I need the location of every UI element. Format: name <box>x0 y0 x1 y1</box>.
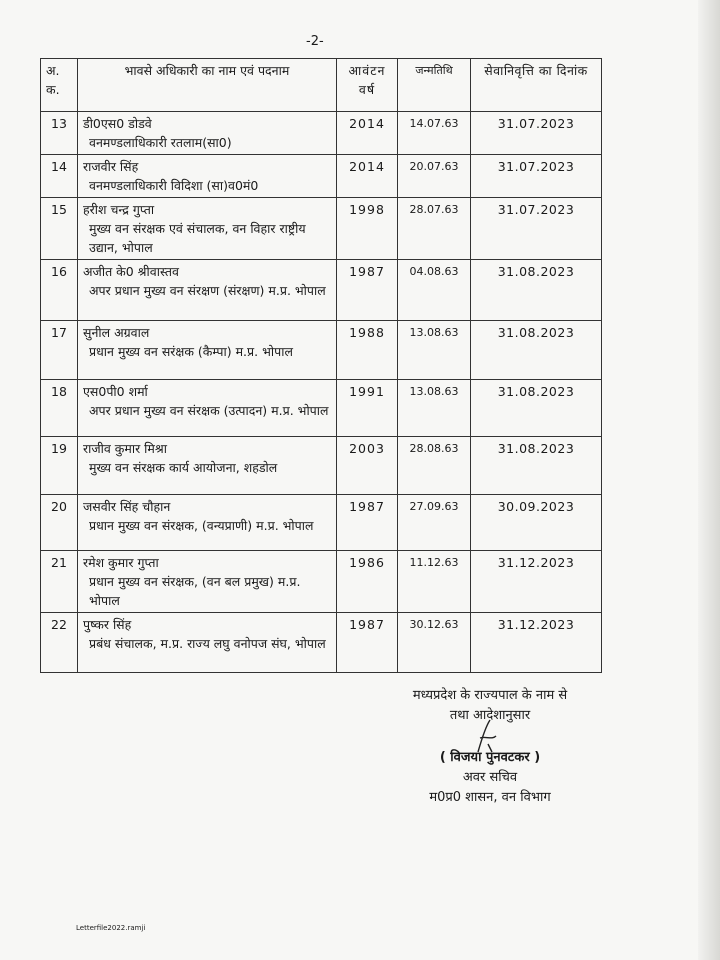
allotment-year: 1987 <box>336 259 398 321</box>
table-header-row: अ. क. भावसे अधिकारी का नाम एवं पदनाम आवं… <box>40 58 602 112</box>
retirement-date: 30.09.2023 <box>470 494 602 551</box>
retirement-date: 31.08.2023 <box>470 259 602 321</box>
date-of-birth: 28.08.63 <box>397 436 471 495</box>
officer-name: हरीश चन्द्र गुप्ता <box>83 202 155 217</box>
allotment-year: 1987 <box>336 612 398 673</box>
table-row: 15 हरीश चन्द्र गुप्ता मुख्य वन संरक्षक एवं… <box>40 197 602 260</box>
allotment-year: 2014 <box>336 111 398 155</box>
date-of-birth: 13.08.63 <box>397 379 471 437</box>
header-serial: अ. क. <box>40 58 78 112</box>
date-of-birth: 13.08.63 <box>397 320 471 380</box>
serial-number: 18 <box>40 379 78 437</box>
officer-cell: जसवीर सिंह चौहान प्रधान मुख्य वन संरक्षक,… <box>77 494 337 551</box>
officer-name: राजवीर सिंह <box>83 159 139 174</box>
officer-name: पुष्कर सिंह <box>83 617 132 632</box>
allotment-year: 1986 <box>336 550 398 613</box>
officer-name: एस0पी0 शर्मा <box>83 384 148 399</box>
retirement-date: 31.08.2023 <box>470 320 602 380</box>
signature-block: मध्यप्रदेश के राज्यपाल के नाम से तथा आदे… <box>370 686 610 808</box>
officer-designation: मुख्य वन संरक्षक कार्य आयोजना, शहडोल <box>89 460 278 475</box>
signatory-designation: अवर सचिव <box>462 770 518 785</box>
retirement-date: 31.07.2023 <box>470 197 602 260</box>
signatory-department: म0प्र0 शासन, वन विभाग <box>429 790 551 805</box>
header-dob: जन्मतिथि <box>397 58 471 112</box>
serial-number: 14 <box>40 154 78 198</box>
header-allotment-year: आवंटन वर्ष <box>336 58 398 112</box>
serial-number: 13 <box>40 111 78 155</box>
serial-number: 15 <box>40 197 78 260</box>
officer-cell: राजवीर सिंह वनमण्डलाधिकारी विदिशा (सा)व0म… <box>77 154 337 198</box>
officer-name: राजीव कुमार मिश्रा <box>83 441 167 456</box>
retirement-date: 31.08.2023 <box>470 379 602 437</box>
officer-designation: प्रधान मुख्य वन सरंक्षक (कैम्पा) म.प्र. … <box>89 344 293 359</box>
table-row: 21 रमेश कुमार गुप्ता प्रधान मुख्य वन संरक्… <box>40 550 602 613</box>
officer-cell: पुष्कर सिंह प्रबंध संचालक, म.प्र. राज्य ल… <box>77 612 337 673</box>
handwritten-signature <box>477 719 497 753</box>
retirement-date: 31.07.2023 <box>470 154 602 198</box>
allotment-year: 2003 <box>336 436 398 495</box>
date-of-birth: 27.09.63 <box>397 494 471 551</box>
officer-cell: हरीश चन्द्र गुप्ता मुख्य वन संरक्षक एवं स… <box>77 197 337 260</box>
officer-name: सुनील अग्रवाल <box>83 325 150 340</box>
table-row: 17 सुनील अग्रवाल प्रधान मुख्य वन सरंक्षक (… <box>40 320 602 380</box>
serial-number: 22 <box>40 612 78 673</box>
officer-designation: मुख्य वन संरक्षक एवं संचालक, वन विहार रा… <box>89 221 306 255</box>
retirement-date: 31.12.2023 <box>470 550 602 613</box>
officer-name: डी0एस0 डोडवे <box>83 116 152 131</box>
table-row: 19 राजीव कुमार मिश्रा मुख्य वन संरक्षक कार… <box>40 436 602 495</box>
header-retirement-date: सेवानिवृत्ति का दिनांक <box>470 58 602 112</box>
page-edge-shadow <box>698 0 720 960</box>
officer-designation: प्रबंध संचालक, म.प्र. राज्य लघु वनोपज सं… <box>89 636 326 651</box>
table-row: 22 पुष्कर सिंह प्रबंध संचालक, म.प्र. राज्य… <box>40 612 602 673</box>
page-number: -2- <box>306 34 324 49</box>
footer-watermark: Letterfile2022.ramji <box>76 924 146 932</box>
officer-name: रमेश कुमार गुप्ता <box>83 555 159 570</box>
officer-designation: अपर प्रधान मुख्य वन संरक्षण (संरक्षण) म.… <box>89 283 326 298</box>
table-row: 18 एस0पी0 शर्मा अपर प्रधान मुख्य वन संरक्ष… <box>40 379 602 437</box>
date-of-birth: 14.07.63 <box>397 111 471 155</box>
retirement-date: 31.07.2023 <box>470 111 602 155</box>
serial-number: 16 <box>40 259 78 321</box>
officer-cell: सुनील अग्रवाल प्रधान मुख्य वन सरंक्षक (कै… <box>77 320 337 380</box>
officer-name: जसवीर सिंह चौहान <box>83 499 171 514</box>
allotment-year: 2014 <box>336 154 398 198</box>
officer-cell: एस0पी0 शर्मा अपर प्रधान मुख्य वन संरक्षक … <box>77 379 337 437</box>
officer-designation: वनमण्डलाधिकारी रतलाम(सा0) <box>89 135 232 150</box>
serial-number: 20 <box>40 494 78 551</box>
table-row: 16 अजीत के0 श्रीवास्तव अपर प्रधान मुख्य वन… <box>40 259 602 321</box>
date-of-birth: 30.12.63 <box>397 612 471 673</box>
table-row: 14 राजवीर सिंह वनमण्डलाधिकारी विदिशा (सा)व… <box>40 154 602 198</box>
serial-number: 17 <box>40 320 78 380</box>
officer-cell: रमेश कुमार गुप्ता प्रधान मुख्य वन संरक्षक… <box>77 550 337 613</box>
date-of-birth: 04.08.63 <box>397 259 471 321</box>
date-of-birth: 20.07.63 <box>397 154 471 198</box>
allotment-year: 1988 <box>336 320 398 380</box>
retirement-date: 31.08.2023 <box>470 436 602 495</box>
officer-designation: प्रधान मुख्य वन संरक्षक, (वन बल प्रमुख) … <box>89 574 301 608</box>
signatory-name: ( विजया पुनवटकर ) <box>439 750 541 765</box>
date-of-birth: 28.07.63 <box>397 197 471 260</box>
table-row: 13 डी0एस0 डोडवे वनमण्डलाधिकारी रतलाम(सा0) 2… <box>40 111 602 155</box>
officer-designation: अपर प्रधान मुख्य वन संरक्षक (उत्पादन) म.… <box>89 403 329 418</box>
header-name-designation: भावसे अधिकारी का नाम एवं पदनाम <box>77 58 337 112</box>
officers-retirement-table: अ. क. भावसे अधिकारी का नाम एवं पदनाम आवं… <box>40 58 602 673</box>
date-of-birth: 11.12.63 <box>397 550 471 613</box>
allotment-year: 1987 <box>336 494 398 551</box>
serial-number: 21 <box>40 550 78 613</box>
officer-cell: डी0एस0 डोडवे वनमण्डलाधिकारी रतलाम(सा0) <box>77 111 337 155</box>
table-row: 20 जसवीर सिंह चौहान प्रधान मुख्य वन संरक्ष… <box>40 494 602 551</box>
retirement-date: 31.12.2023 <box>470 612 602 673</box>
officer-designation: वनमण्डलाधिकारी विदिशा (सा)व0मं0 <box>89 178 259 193</box>
serial-number: 19 <box>40 436 78 495</box>
signature-line2: तथा आदेशानुसार <box>449 708 531 723</box>
allotment-year: 1991 <box>336 379 398 437</box>
officer-designation: प्रधान मुख्य वन संरक्षक, (वन्यप्राणी) म.… <box>89 518 314 533</box>
officer-cell: राजीव कुमार मिश्रा मुख्य वन संरक्षक कार्य… <box>77 436 337 495</box>
officer-name: अजीत के0 श्रीवास्तव <box>83 264 179 279</box>
signature-line1: मध्यप्रदेश के राज्यपाल के नाम से <box>412 688 568 703</box>
allotment-year: 1998 <box>336 197 398 260</box>
officer-cell: अजीत के0 श्रीवास्तव अपर प्रधान मुख्य वन स… <box>77 259 337 321</box>
